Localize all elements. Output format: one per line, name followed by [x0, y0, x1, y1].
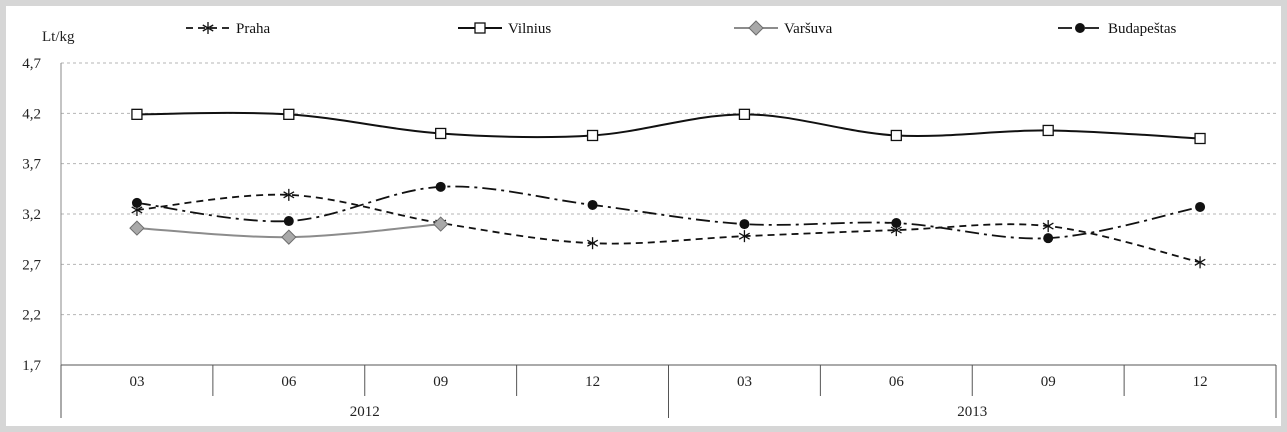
x-tick-label: 09: [433, 374, 448, 390]
data-point: [435, 127, 447, 140]
data-point: [738, 108, 751, 120]
data-point-stroke: [1042, 222, 1054, 230]
series-line: [136, 193, 1201, 264]
data-point-stroke: [202, 24, 214, 32]
line-chart: 4,7 4,2 3,7 3,2 2,7 2,2 1,7 03 06 09 12 03 06 09 12 201…: [22, 20, 1277, 420]
data-point: [587, 237, 599, 250]
legend-label: Vilnius: [508, 21, 551, 37]
grid-lines: [61, 62, 1276, 316]
data-point: [129, 220, 145, 236]
chart-container: 4,7 4,2 3,7 3,2 2,7 2,2 1,7 03 06 09 12 03 06 09 12 201…: [6, 6, 1281, 426]
x-tick-label: 12: [585, 374, 600, 390]
data-point: [1195, 201, 1206, 212]
legend-item: Praha: [186, 21, 270, 37]
data-point: [432, 216, 449, 232]
data-point-stroke: [587, 239, 599, 247]
series-Praha: [131, 188, 1206, 269]
data-point: [890, 129, 902, 142]
data-point: [474, 22, 486, 34]
data-point: [281, 229, 297, 245]
x-tick-label: 12: [1193, 374, 1208, 390]
data-point: [586, 129, 599, 142]
data-point: [131, 108, 143, 120]
data-point: [738, 230, 750, 243]
series-Varšuva: [129, 216, 449, 245]
legend-label: Budapeštas: [1108, 21, 1176, 37]
legend: Praha Vilnius Varšuva Budapeštas: [186, 20, 1176, 37]
data-point: [891, 218, 902, 229]
x-tick-label: 06: [281, 374, 297, 390]
legend-label: Varšuva: [784, 21, 833, 37]
x-group-label: 2012: [350, 404, 380, 420]
data-point: [1042, 124, 1054, 137]
y-tick-label: 1,7: [22, 358, 41, 374]
x-tick-label: 03: [129, 374, 144, 390]
data-point: [1075, 23, 1085, 33]
x-group-label: 2013: [957, 404, 987, 420]
data-point: [1194, 132, 1206, 145]
series-Vilnius: [131, 108, 1206, 145]
y-tick-label: 4,2: [22, 106, 41, 122]
legend-item: Budapeštas: [1058, 21, 1176, 37]
data-point: [202, 22, 214, 34]
data-point-stroke: [131, 206, 143, 214]
series-line: [136, 111, 1201, 140]
y-tick-label: 3,7: [22, 157, 41, 173]
data-point-stroke: [890, 226, 902, 234]
data-point: [748, 20, 764, 36]
data-point: [131, 197, 142, 208]
y-tick-label: 3,2: [22, 207, 41, 223]
x-tick-label: 06: [889, 374, 905, 390]
y-tick-label: 2,2: [22, 308, 41, 324]
data-point: [587, 199, 598, 210]
axes: 4,7 4,2 3,7 3,2 2,7 2,2 1,7 03 06 09 12 03 06 09 12 201…: [22, 56, 1277, 420]
legend-label: Praha: [236, 21, 270, 37]
data-point: [739, 219, 750, 230]
y-tick-label: 2,7: [22, 257, 41, 273]
data-point: [1194, 256, 1206, 269]
data-point: [283, 108, 295, 120]
legend-item: Varšuva: [734, 20, 833, 37]
data-point: [1043, 233, 1054, 244]
legend-item: Vilnius: [458, 21, 551, 37]
series-line: [136, 185, 1201, 240]
data-point-stroke: [1194, 258, 1206, 266]
data-point: [283, 188, 295, 201]
data-point-stroke: [283, 191, 295, 199]
data-point: [283, 216, 294, 227]
series-Budapeštas: [131, 181, 1206, 244]
series-lines: [129, 108, 1206, 269]
data-point-stroke: [738, 232, 750, 240]
x-tick-label: 03: [737, 374, 752, 390]
x-tick-label: 09: [1041, 374, 1056, 390]
data-point: [435, 181, 446, 192]
y-axis-label: Lt/kg: [42, 29, 75, 45]
y-tick-label: 4,7: [22, 56, 41, 72]
data-point: [1042, 220, 1054, 233]
